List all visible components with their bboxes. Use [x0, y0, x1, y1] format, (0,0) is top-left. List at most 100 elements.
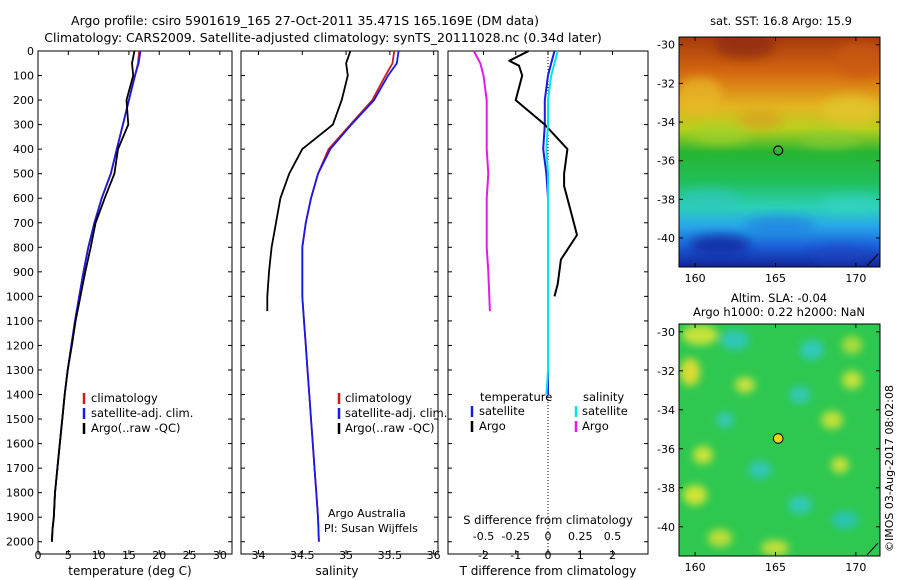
y-tick-label: 1800 [6, 487, 34, 500]
map-y-tick-label: -36 [657, 443, 675, 456]
y-tick-label: 400 [13, 143, 34, 156]
legend-label-t-argo: Argo [479, 419, 506, 433]
legend-label-satellite: satellite-adj. clim. [91, 406, 193, 420]
y-tick-label: 600 [13, 192, 34, 205]
sla-map-title-line2: Argo h1000: 0.22 h2000: NaN [693, 305, 865, 319]
y-tick-label: 500 [13, 168, 34, 181]
temperature-y-axis: 0 100 200 300 400 500 600 700 800 900 1000 1100 1200… [6, 45, 232, 549]
map-y-tick-label: -36 [657, 155, 675, 168]
map-y-tick-label: -32 [657, 365, 675, 378]
coastline-fragment [866, 542, 879, 556]
sla-map-title-line1: Altim. SLA: -0.04 [731, 291, 827, 305]
legend-label-argo: Argo(..raw -QC) [345, 421, 435, 435]
legend-label-s-satellite: satellite [582, 404, 628, 418]
sst-map-panel: sat. SST: 16.8 Argo: 15.9 160 165 170 -30 -3… [657, 14, 881, 285]
map-y-tick-label: -32 [657, 77, 675, 90]
map-y-tick-label: -30 [657, 39, 675, 52]
series-argo-raw-qc [51, 50, 136, 542]
difference-y-ticks [448, 50, 648, 543]
y-tick-label: 1900 [6, 511, 34, 524]
top-x-tick-label: 0 [545, 530, 552, 543]
coastline-fragment [866, 253, 879, 267]
y-tick-label: 1400 [6, 389, 34, 402]
y-tick-label: 2000 [6, 536, 34, 549]
series-t-argo [508, 50, 578, 297]
y-tick-label: 0 [27, 45, 34, 58]
legend-heading-salinity: salinity [583, 390, 624, 404]
temperature-x-axis: 0 5 10 15 20 25 30 [35, 51, 227, 562]
top-x-tick-label: 0.5 [604, 530, 622, 543]
x-tick-label: 34 [252, 549, 266, 562]
sst-map-title: sat. SST: 16.8 Argo: 15.9 [710, 14, 852, 28]
sst-texture [679, 37, 880, 264]
map-x-tick-label: 165 [765, 272, 786, 285]
x-tick-label: 2 [609, 549, 616, 562]
y-tick-label: 200 [13, 94, 34, 107]
series-s-argo [472, 50, 491, 312]
figure-title-line1: Argo profile: csiro 5901619_165 27-Oct-2… [71, 13, 539, 28]
salinity-x-axis: 34 34.5 35 35.5 36 [252, 51, 441, 562]
salinity-legend: climatology satellite-adj. clim. Argo(..… [337, 391, 447, 435]
sst-map-frame [678, 36, 881, 268]
sla-map-panel: Altim. SLA: -0.04 Argo h1000: 0.22 h2000… [657, 291, 881, 574]
map-x-tick-label: 170 [845, 272, 866, 285]
s-difference-label: S difference from climatology [463, 513, 633, 527]
legend-label-climatology: climatology [345, 391, 412, 405]
x-tick-label: 35 [339, 549, 353, 562]
y-tick-label: 900 [13, 266, 34, 279]
y-tick-label: 1700 [6, 462, 34, 475]
x-tick-label: 15 [122, 549, 136, 562]
y-tick-label: 1100 [6, 315, 34, 328]
x-tick-label: 1 [577, 549, 584, 562]
sla-heatmap [679, 324, 880, 556]
salinity-axes-frame [240, 50, 439, 555]
x-tick-label: -2 [478, 549, 489, 562]
difference-panel: -2 -1 0 1 2 -0.5 -0.25 0 0.25 0.5 S difference fr… [447, 50, 649, 578]
series-s-satellite [545, 50, 559, 395]
map-x-tick-label: 160 [685, 561, 706, 574]
temperature-series-group [51, 50, 142, 542]
legend-label-climatology: climatology [91, 391, 158, 405]
map-y-tick-label: -40 [657, 232, 675, 245]
x-tick-label: 34.5 [290, 549, 315, 562]
sst-map-axes: 160 165 170 -30 -32 -34 -36 -38 -40 [657, 37, 880, 285]
map-y-tick-label: -30 [657, 326, 675, 339]
argo-position-marker [773, 145, 784, 156]
legend-label-t-satellite: satellite [479, 404, 525, 418]
temperature-x-label: temperature (deg C) [68, 564, 191, 578]
series-argo-raw-qc [266, 50, 352, 312]
y-tick-label: 100 [13, 70, 34, 83]
map-y-tick-label: -40 [657, 521, 675, 534]
top-x-tick-label: -0.25 [502, 530, 530, 543]
map-x-tick-label: 165 [765, 561, 786, 574]
t-difference-label: T difference from climatology [459, 564, 637, 578]
x-tick-label: 36 [427, 549, 441, 562]
map-y-tick-label: -38 [657, 193, 675, 206]
annotation-argo-australia: Argo Australia [328, 507, 406, 520]
x-tick-label: 5 [65, 549, 72, 562]
salinity-panel: 34 34.5 35 35.5 36 salinity climatology sate… [240, 50, 447, 578]
temperature-legend: climatology satellite-adj. clim. Argo(..… [82, 391, 193, 435]
x-tick-label: 35.5 [378, 549, 403, 562]
salinity-series-group [266, 50, 400, 542]
y-tick-label: 800 [13, 241, 34, 254]
sst-heatmap [679, 37, 880, 267]
legend-label-s-argo: Argo [582, 419, 609, 433]
annotation-pi-name: PI: Susan Wijffels [324, 522, 418, 535]
legend-heading-temperature: temperature [480, 390, 552, 404]
x-tick-label: 10 [92, 549, 106, 562]
x-tick-label: 30 [213, 549, 227, 562]
series-satellite-adj-clim [301, 50, 400, 542]
map-y-tick-label: -34 [657, 116, 675, 129]
figure-title-line2: Climatology: CARS2009. Satellite-adjuste… [44, 30, 601, 45]
y-tick-label: 700 [13, 217, 34, 230]
sla-map-frame [678, 323, 881, 557]
x-tick-label: 20 [152, 549, 166, 562]
argo-position-marker [772, 433, 784, 444]
x-tick-label: -1 [510, 549, 521, 562]
map-y-tick-label: -34 [657, 404, 675, 417]
legend-label-satellite: satellite-adj. clim. [345, 406, 447, 420]
difference-x-axis: -2 -1 0 1 2 -0.5 -0.25 0 0.25 0.5 [473, 51, 622, 562]
map-y-tick-label: -38 [657, 482, 675, 495]
